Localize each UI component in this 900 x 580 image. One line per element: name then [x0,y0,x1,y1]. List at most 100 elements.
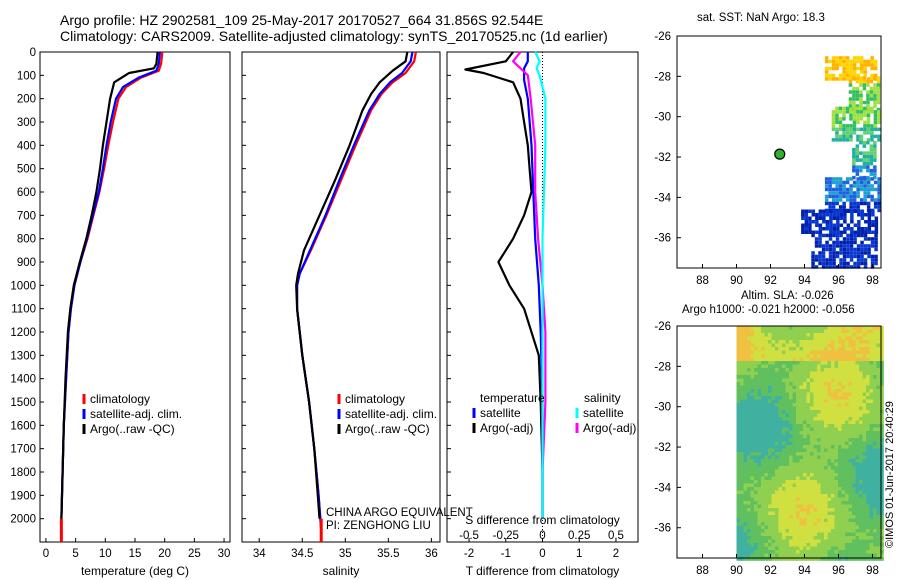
sla-cell [743,350,748,355]
sla-cell [852,539,856,544]
sla-cell [813,382,818,386]
sla-cell [778,543,783,547]
sst-cell [842,66,846,71]
sla-cell [827,553,832,558]
sst-cell [804,223,809,227]
sla-cell [820,480,825,484]
sla-cell [862,550,867,554]
sla-cell [813,350,818,355]
sla-cell [838,326,842,330]
sla-cell [757,504,762,509]
sst-cell [856,127,860,132]
sst-cell [859,97,863,101]
x-tick-label: 0 [43,548,49,560]
sla-cell [866,406,870,411]
sla-cell [743,427,748,432]
sla-cell [880,371,884,376]
sla-cell [736,392,741,397]
sst-cell [855,154,860,159]
sla-cell [799,396,804,400]
sst-cell [863,233,868,238]
sst-cell [846,227,851,231]
sla-cell [768,382,772,386]
sla-cell [817,333,821,337]
sla-cell [736,396,741,400]
sla-cell [859,452,863,456]
sst-cell [856,120,860,125]
sla-cell [768,448,772,453]
sst-cell [849,59,853,64]
sla-cell [862,336,867,341]
sla-cell [782,459,786,463]
sla-cell [747,462,751,467]
sla-cell [778,511,783,516]
sla-cell [880,396,884,400]
sla-cell [761,455,765,460]
sla-cell [841,508,846,512]
sla-cell [817,480,821,484]
sla-cell [831,392,835,397]
sst-cell [852,110,857,114]
sla-cell [855,455,860,460]
sst-cell [835,244,840,248]
sla-cell [757,455,762,460]
sla-cell [838,333,842,337]
sst-cell [852,180,857,185]
sla-cell [862,410,867,414]
sst-cell [870,56,874,60]
sla-cell [827,490,832,495]
credit-text: CHINA ARGO EQUIVALENT PI: ZENGHONG LIU [326,507,473,533]
sla-cell [876,347,881,351]
sla-cell [750,424,755,428]
sla-cell [761,459,765,463]
sla-cell [855,543,860,547]
sla-cell [838,487,842,491]
sst-cell [842,77,846,81]
sla-cell [782,525,786,530]
sla-cell [771,396,776,400]
sla-cell [775,532,779,537]
sla-cell [736,364,741,369]
sla-cell [796,357,800,362]
sla-cell [845,403,849,407]
sla-cell [771,434,776,439]
sla-cell [876,476,881,481]
sla-cell [799,441,804,446]
sst-cell [842,184,846,188]
sla-cell [743,543,748,547]
sla-cell [775,497,779,502]
sst-cell [801,209,805,213]
sla-cell [859,557,863,561]
sst-cell [838,77,843,81]
sla-cell [761,333,765,337]
sla-cell [782,546,786,551]
sst-cell [857,209,861,213]
y-tick-label: 300 [17,117,36,129]
sst-cell [857,227,861,231]
sla-cell [880,490,884,495]
sla-cell [764,357,769,362]
sla-cell [817,396,821,400]
sla-cell [757,410,762,414]
sla-cell [852,494,856,498]
sla-cell [855,417,860,421]
sla-cell [845,473,849,477]
sla-cell [768,469,772,474]
sst-cell [852,175,856,180]
sla-cell [855,441,860,446]
sst-cell [835,63,839,67]
sla-cell [764,392,769,397]
sla-cell [778,329,783,334]
sla-cell [803,459,807,463]
sla-cell [778,371,783,376]
sla-cell [824,504,828,509]
sst-cell [828,73,832,78]
map-x-tick-label: 96 [832,565,845,577]
sla-cell [841,434,846,439]
sla-cell [827,532,832,537]
sla-cell [838,508,842,512]
sla-cell [845,368,849,372]
sla-cell [810,469,814,474]
sla-cell [768,378,772,383]
sla-cell [806,550,811,554]
